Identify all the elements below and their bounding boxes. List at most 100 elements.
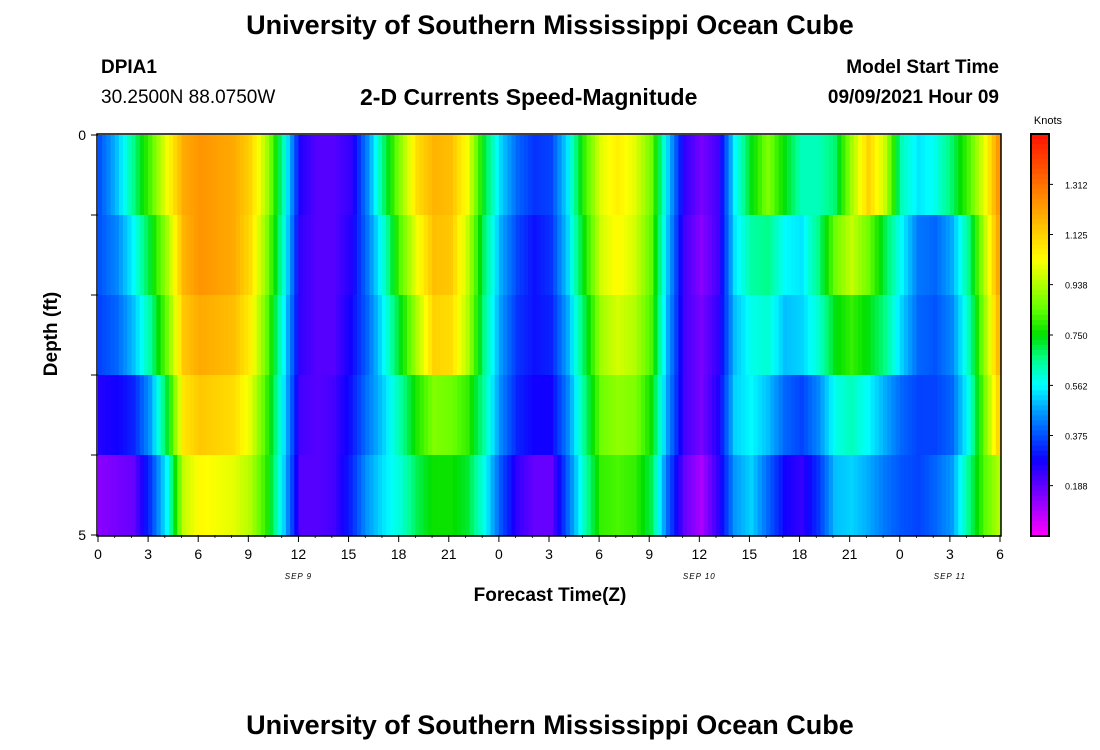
- heat-cell: [231, 215, 237, 296]
- heat-cell: [340, 295, 345, 376]
- heat-cell: [791, 295, 796, 376]
- heat-cell: [469, 455, 475, 536]
- heat-cell: [795, 135, 801, 216]
- heat-cell: [749, 215, 755, 296]
- heat-cell: [766, 215, 771, 296]
- heat-cell: [373, 215, 379, 296]
- heat-cell: [394, 455, 400, 536]
- heat-cell: [736, 215, 742, 296]
- heat-cell: [494, 455, 500, 536]
- heat-cell: [490, 375, 496, 456]
- heat-cell: [482, 375, 487, 456]
- heat-cell: [870, 135, 876, 216]
- heat-cell: [774, 375, 780, 456]
- heat-cell: [239, 295, 245, 376]
- heat-cell: [899, 135, 905, 216]
- heat-cell: [845, 135, 851, 216]
- heat-cell: [807, 375, 813, 456]
- heat-cell: [281, 215, 287, 296]
- heat-cell: [686, 375, 692, 456]
- heat-cell: [987, 455, 993, 536]
- heat-cell: [528, 375, 533, 456]
- heat-cell: [198, 215, 203, 296]
- heat-cell: [457, 215, 462, 296]
- heat-cell: [386, 295, 391, 376]
- heat-cell: [703, 455, 709, 536]
- heat-cell: [427, 295, 433, 376]
- heat-cell: [607, 455, 613, 536]
- heat-cell: [824, 215, 830, 296]
- heat-cell: [891, 455, 897, 536]
- heat-cell: [716, 455, 721, 536]
- heat-cell: [427, 215, 433, 296]
- heat-cell: [720, 215, 725, 296]
- heat-cell: [574, 295, 579, 376]
- heat-cell: [327, 215, 333, 296]
- heat-cell: [507, 135, 513, 216]
- colorbar-tick-label: 0.938: [1065, 281, 1088, 291]
- heat-cell: [845, 215, 851, 296]
- day-label: SEP 11: [934, 572, 966, 581]
- heat-cell: [653, 135, 659, 216]
- heat-cell: [507, 455, 513, 536]
- colorbar-swatch: [1031, 204, 1049, 210]
- heat-cell: [498, 135, 504, 216]
- heat-cell: [143, 215, 149, 296]
- heat-cell: [761, 135, 767, 216]
- heat-cell: [365, 215, 371, 296]
- heat-cell: [920, 295, 926, 376]
- heat-cell: [603, 295, 609, 376]
- heat-cell: [277, 135, 283, 216]
- heat-cell: [753, 135, 759, 216]
- heat-cell: [841, 215, 847, 296]
- colorbar-swatch: [1031, 244, 1049, 251]
- heat-cell: [941, 455, 947, 536]
- heat-cell: [223, 135, 229, 216]
- heat-cell: [482, 455, 487, 536]
- heat-cell: [954, 375, 959, 456]
- heat-cell: [98, 455, 103, 536]
- x-tick-label: 12: [692, 546, 708, 562]
- heat-cell: [260, 455, 266, 536]
- heat-cell: [874, 455, 880, 536]
- heat-cell: [206, 215, 212, 296]
- heat-cell: [674, 215, 680, 296]
- heat-cell: [461, 215, 467, 296]
- colorbar-swatch: [1031, 360, 1049, 366]
- heat-cell: [198, 135, 203, 216]
- heat-cell: [920, 135, 926, 216]
- colorbar-swatch: [1031, 395, 1049, 401]
- heat-cell: [202, 215, 208, 296]
- heat-cell: [891, 375, 897, 456]
- heat-cell: [310, 455, 316, 536]
- heat-cell: [398, 455, 404, 536]
- heat-cell: [256, 375, 262, 456]
- heat-cell: [356, 135, 362, 216]
- heat-cell: [820, 375, 826, 456]
- heat-cell: [716, 135, 721, 216]
- heat-cell: [903, 295, 909, 376]
- heat-cell: [319, 295, 325, 376]
- heat-cell: [532, 455, 538, 536]
- heat-cell: [916, 295, 922, 376]
- heat-cell: [753, 455, 759, 536]
- heat-cell: [791, 135, 796, 216]
- heat-cell: [152, 455, 158, 536]
- heat-cell: [139, 455, 145, 536]
- heat-cell: [549, 375, 554, 456]
- day-label: SEP 10: [683, 572, 716, 581]
- heat-cell: [636, 455, 642, 536]
- colorbar-swatch: [1031, 289, 1049, 296]
- colorbar-swatch: [1031, 214, 1049, 220]
- heat-cell: [716, 295, 721, 376]
- heat-cell: [866, 455, 872, 536]
- heat-cell: [486, 375, 492, 456]
- heat-cell: [415, 295, 421, 376]
- heat-cell: [891, 295, 897, 376]
- heat-cell: [507, 375, 513, 456]
- heat-cell: [640, 295, 646, 376]
- heat-cell: [741, 375, 746, 456]
- heat-cell: [749, 295, 755, 376]
- heat-cell: [682, 135, 688, 216]
- heat-cell: [419, 375, 425, 456]
